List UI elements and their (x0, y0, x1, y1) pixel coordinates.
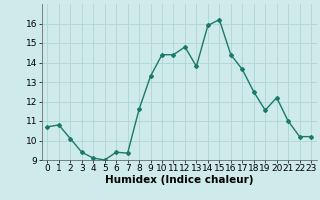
X-axis label: Humidex (Indice chaleur): Humidex (Indice chaleur) (105, 175, 253, 185)
